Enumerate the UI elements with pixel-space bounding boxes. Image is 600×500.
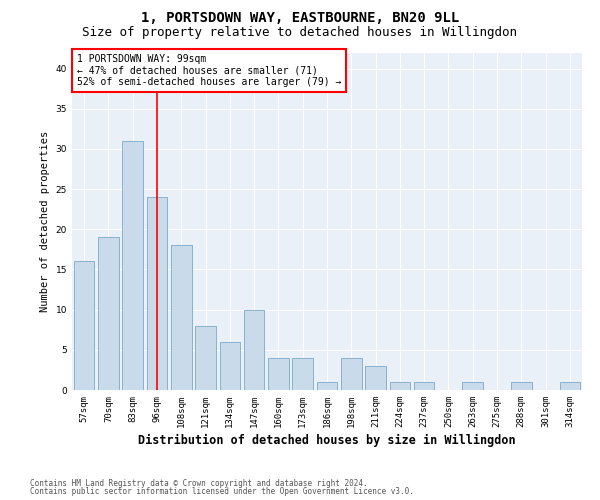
Bar	[195, 326, 216, 390]
Bar	[511, 382, 532, 390]
X-axis label: Distribution of detached houses by size in Willingdon: Distribution of detached houses by size …	[138, 434, 516, 447]
Bar	[341, 358, 362, 390]
Text: Contains HM Land Registry data © Crown copyright and database right 2024.: Contains HM Land Registry data © Crown c…	[30, 478, 368, 488]
Bar	[365, 366, 386, 390]
Bar	[244, 310, 265, 390]
Bar	[122, 141, 143, 390]
Text: 1, PORTSDOWN WAY, EASTBOURNE, BN20 9LL: 1, PORTSDOWN WAY, EASTBOURNE, BN20 9LL	[141, 11, 459, 25]
Bar	[220, 342, 240, 390]
Bar	[98, 238, 119, 390]
Text: Size of property relative to detached houses in Willingdon: Size of property relative to detached ho…	[83, 26, 517, 39]
Bar	[560, 382, 580, 390]
Bar	[268, 358, 289, 390]
Text: Contains public sector information licensed under the Open Government Licence v3: Contains public sector information licen…	[30, 487, 414, 496]
Text: 1 PORTSDOWN WAY: 99sqm
← 47% of detached houses are smaller (71)
52% of semi-det: 1 PORTSDOWN WAY: 99sqm ← 47% of detached…	[77, 54, 341, 88]
Y-axis label: Number of detached properties: Number of detached properties	[40, 130, 50, 312]
Bar	[463, 382, 483, 390]
Bar	[171, 246, 191, 390]
Bar	[292, 358, 313, 390]
Bar	[389, 382, 410, 390]
Bar	[414, 382, 434, 390]
Bar	[146, 197, 167, 390]
Bar	[317, 382, 337, 390]
Bar	[74, 262, 94, 390]
